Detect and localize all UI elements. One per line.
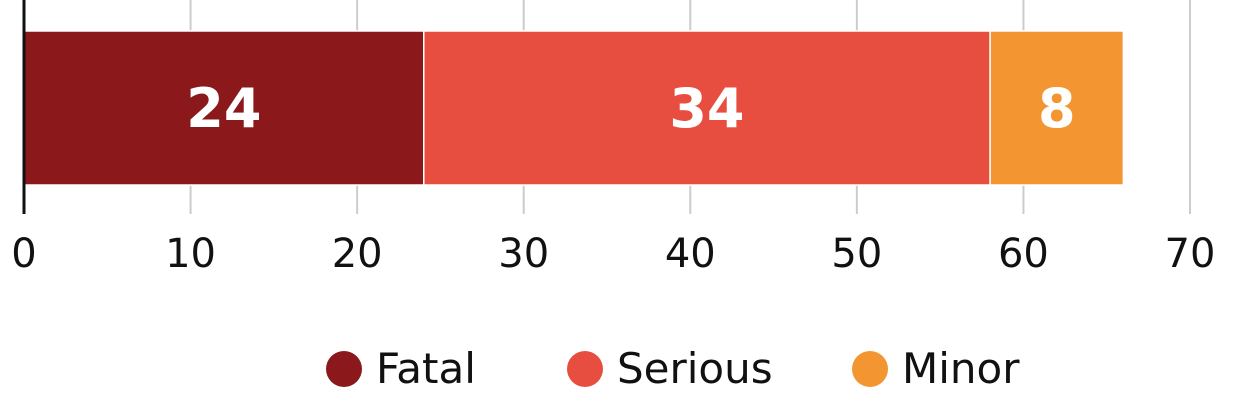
x-tick-label-20: 20 bbox=[332, 231, 383, 277]
value-label-minor: 8 bbox=[1038, 77, 1076, 140]
x-tick-label-50: 50 bbox=[831, 231, 882, 277]
value-label-serious: 34 bbox=[669, 77, 744, 140]
legend-label-fatal: Fatal bbox=[376, 344, 476, 393]
legend-item-serious: Serious bbox=[567, 344, 773, 393]
legend-item-fatal: Fatal bbox=[326, 344, 476, 393]
legend-item-minor: Minor bbox=[852, 344, 1020, 393]
x-tick-label-30: 30 bbox=[498, 231, 549, 277]
x-tick-label-40: 40 bbox=[665, 231, 716, 277]
legend: Fatal Serious Minor bbox=[326, 344, 1020, 393]
x-axis-tick-labels: 0 10 20 30 40 50 60 70 bbox=[11, 231, 1215, 277]
value-labels: 24 34 8 bbox=[186, 77, 1075, 140]
x-tick-label-10: 10 bbox=[165, 231, 216, 277]
legend-label-serious: Serious bbox=[617, 344, 773, 393]
x-tick-label-60: 60 bbox=[998, 231, 1049, 277]
bar-segment-fatal bbox=[23, 30, 425, 186]
x-tick-label-70: 70 bbox=[1165, 231, 1216, 277]
legend-swatch-fatal bbox=[326, 351, 362, 387]
value-label-fatal: 24 bbox=[186, 77, 261, 140]
legend-label-minor: Minor bbox=[902, 344, 1020, 393]
x-tick-label-0: 0 bbox=[11, 231, 36, 277]
bar-segments bbox=[23, 30, 1125, 186]
bar-segment-minor bbox=[989, 30, 1125, 186]
bar-segment-serious bbox=[423, 30, 991, 186]
legend-swatch-minor bbox=[852, 351, 888, 387]
legend-swatch-serious bbox=[567, 351, 603, 387]
